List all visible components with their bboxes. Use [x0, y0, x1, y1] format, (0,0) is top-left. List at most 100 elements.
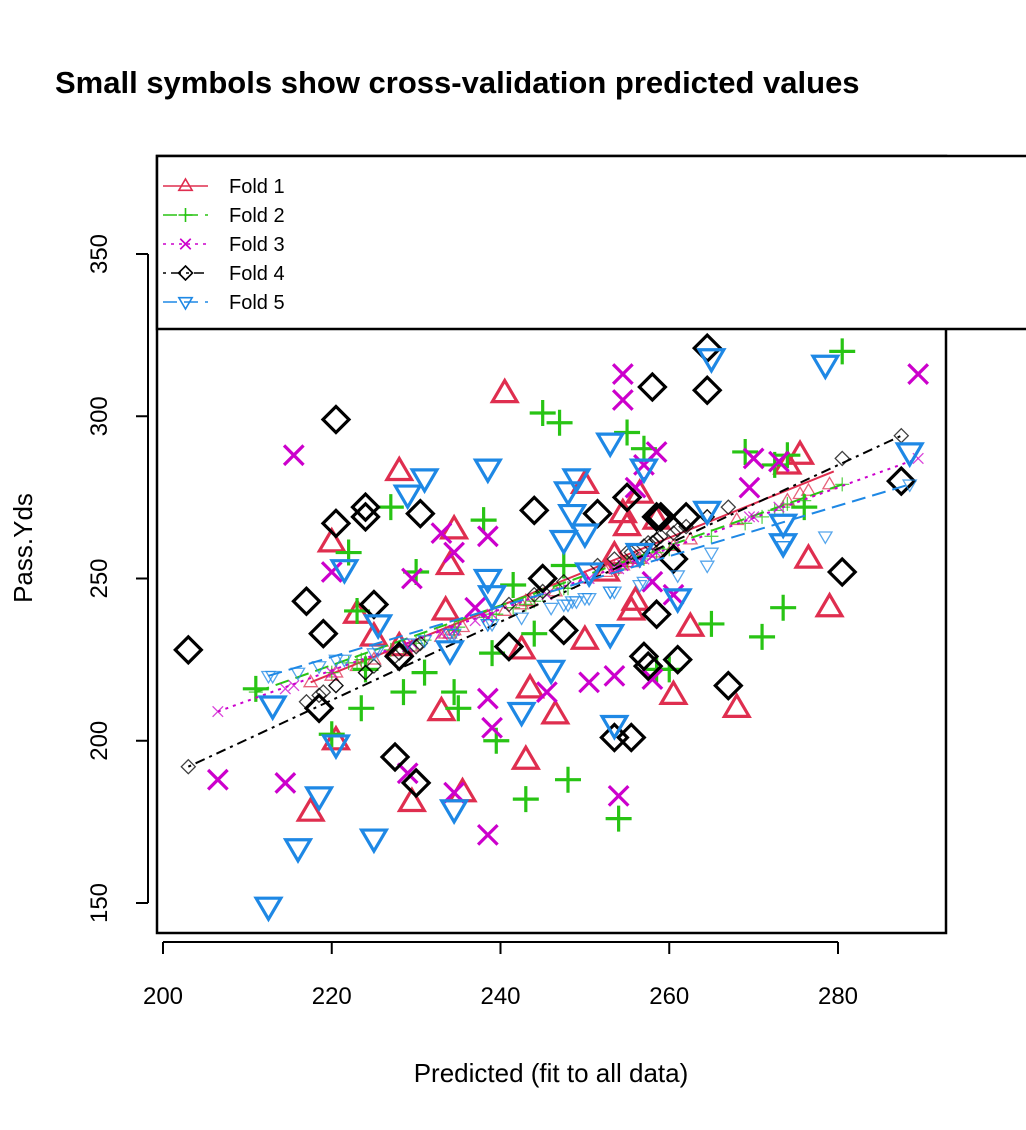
cv-point — [568, 596, 585, 610]
cv-point — [311, 661, 327, 675]
data-point — [434, 549, 466, 576]
cv-point — [720, 499, 737, 516]
legend-item-fold-2: Fold 2 — [163, 205, 285, 227]
cv-point — [391, 645, 408, 662]
legend-symbol — [177, 177, 194, 192]
y-tick-label: 350 — [86, 234, 113, 274]
data-point — [476, 525, 499, 548]
data-point — [894, 442, 925, 469]
data-point — [476, 687, 499, 710]
data-point — [607, 785, 630, 807]
x-tick-label: 280 — [818, 983, 858, 1010]
data-point — [793, 542, 824, 569]
data-point — [662, 583, 685, 606]
cv-point — [311, 687, 328, 704]
data-point — [768, 533, 799, 559]
data-point — [595, 432, 626, 459]
data-point — [616, 722, 647, 753]
data-point — [500, 571, 527, 598]
data-point — [768, 513, 799, 540]
data-point — [641, 501, 672, 533]
y-tick-label: 250 — [86, 558, 113, 598]
data-point — [611, 482, 643, 513]
data-point — [257, 695, 288, 722]
data-point — [329, 559, 360, 585]
series-fold-5 — [253, 348, 925, 923]
y-axis-title: Pass.Yds — [8, 493, 38, 603]
legend-label: Fold 1 — [229, 176, 285, 198]
cv-point — [835, 477, 850, 492]
data-point — [443, 781, 465, 804]
cv-point — [728, 511, 745, 526]
cv-point — [518, 597, 533, 612]
data-point — [476, 823, 499, 846]
data-point — [907, 363, 930, 385]
cv-point — [357, 664, 374, 681]
legend-label: Fold 2 — [229, 205, 285, 227]
data-point — [320, 561, 343, 583]
data-point — [529, 400, 556, 427]
legend-symbol — [177, 264, 194, 282]
cv-point — [834, 450, 851, 467]
cv-point — [821, 476, 838, 490]
data-point — [253, 896, 284, 923]
cv-point — [435, 627, 448, 640]
data-point — [470, 507, 497, 534]
cv-point — [617, 559, 629, 572]
cv-point — [652, 528, 669, 545]
cv-point — [288, 679, 300, 692]
data-point — [481, 716, 503, 739]
x-axis-title: Predicted (fit to all data) — [414, 1058, 689, 1088]
data-point — [506, 633, 537, 660]
data-point — [472, 568, 503, 595]
data-point — [749, 623, 776, 650]
cv-point — [442, 625, 458, 639]
legend-symbol — [179, 238, 192, 250]
data-point — [320, 734, 352, 761]
data-point — [546, 409, 573, 436]
data-point — [506, 701, 537, 728]
data-point — [430, 594, 461, 621]
y-tick-label: 300 — [86, 396, 113, 436]
data-point — [692, 500, 723, 527]
data-point — [411, 659, 438, 686]
cv-point — [446, 628, 462, 642]
cv-point — [212, 705, 224, 718]
cv-point — [336, 654, 353, 668]
data-point — [392, 484, 423, 511]
data-point — [552, 481, 584, 508]
data-point — [521, 620, 548, 647]
data-point — [605, 805, 632, 832]
x-tick-label: 240 — [480, 983, 520, 1010]
cv-point — [366, 651, 382, 665]
data-point — [698, 610, 725, 637]
data-point — [742, 447, 765, 470]
legend: Fold 1 Fold 2 Fold 3 Fold 4 Fold 5 — [155, 154, 1026, 331]
data-point — [662, 644, 693, 675]
data-point — [434, 640, 466, 667]
data-point — [535, 659, 567, 686]
data-point — [536, 681, 558, 703]
data-point — [527, 563, 558, 594]
data-point — [348, 695, 375, 722]
data-point — [814, 591, 845, 618]
data-point — [384, 455, 415, 482]
cv-point — [534, 583, 551, 600]
data-point — [620, 585, 651, 611]
cv-point — [743, 511, 756, 523]
data-point — [514, 672, 546, 699]
data-point — [628, 641, 660, 672]
data-point — [603, 664, 626, 687]
data-layer — [173, 332, 930, 923]
data-point — [557, 503, 588, 530]
cv-point — [279, 683, 292, 695]
cv-point — [606, 551, 623, 567]
data-point — [641, 570, 664, 593]
y-axis: 150 200 250 300 350 — [86, 234, 149, 923]
data-point — [510, 744, 541, 770]
data-point — [320, 724, 352, 751]
data-point — [282, 838, 314, 864]
data-point — [206, 768, 229, 791]
data-point — [405, 498, 436, 529]
